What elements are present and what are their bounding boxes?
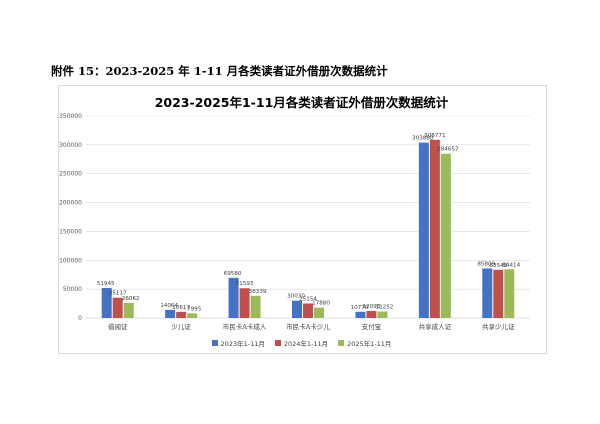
y-tick-label: 250000: [59, 171, 82, 178]
y-tick-label: 50000: [63, 286, 82, 293]
data-label: 25154: [299, 296, 317, 302]
bar: [418, 142, 429, 318]
legend-item: 2023年1-11月: [211, 338, 265, 348]
bar: [493, 269, 504, 318]
chart-title: 2023-2025年1-11月各类读者证外借册次数据统计: [154, 95, 449, 110]
data-label: 17880: [312, 301, 330, 307]
bar: [165, 309, 176, 318]
y-tick-label: 300000: [59, 142, 82, 149]
x-category-label: 市民卡A卡成人: [223, 322, 267, 331]
x-category-label: 支付宝: [362, 322, 382, 331]
bar: [112, 297, 123, 318]
bar: [176, 311, 187, 318]
chart-legend: 2023年1-11月 2024年1-11月 2025年1-11月: [58, 338, 545, 348]
data-label: 84414: [502, 262, 520, 268]
bar: [366, 311, 377, 318]
legend-label: 2023年1-11月: [220, 340, 265, 348]
bar: [292, 300, 302, 318]
data-label: 51593: [236, 281, 254, 287]
data-label: 303880: [412, 136, 434, 142]
bar: [239, 288, 250, 318]
bar: [504, 269, 515, 318]
bar: [440, 153, 451, 318]
bar: [314, 307, 324, 318]
bar: [482, 268, 493, 318]
bar: [355, 311, 366, 318]
data-label: 284657: [437, 147, 459, 153]
data-label: 38339: [249, 289, 267, 295]
bar: [303, 303, 313, 318]
data-label: 308771: [424, 133, 446, 139]
data-label: 83549: [489, 263, 507, 269]
data-label: 51945: [97, 281, 115, 287]
x-category-label: 共享成人证: [419, 322, 452, 331]
y-tick-label: 100000: [59, 257, 82, 264]
bar: [429, 139, 440, 318]
y-tick-label: 0: [78, 315, 82, 322]
legend-swatch: [211, 340, 218, 346]
x-category-label: 市民卡A卡少儿: [286, 322, 330, 331]
x-category-label: 共享少儿证: [482, 322, 515, 331]
data-label: 35117: [109, 291, 127, 297]
data-label: 10617: [172, 305, 190, 311]
data-label: 7995: [187, 306, 202, 312]
data-label: 10770: [351, 305, 369, 311]
bar: [187, 313, 198, 318]
data-label: 26062: [122, 296, 140, 302]
data-label: 14064: [160, 303, 178, 309]
data-label: 69580: [224, 271, 242, 277]
bar: [250, 295, 261, 318]
chart-frame: [58, 85, 547, 354]
data-label: 11252: [376, 305, 394, 311]
data-label: 30030: [287, 294, 305, 300]
y-tick-label: 350000: [59, 113, 82, 120]
data-label: 12093: [363, 304, 381, 310]
legend-swatch: [338, 340, 345, 346]
legend-label: 2025年1-11月: [347, 340, 392, 348]
x-category-label: 少儿证: [171, 323, 191, 331]
figure-caption: 附件 15：2023-2025 年 1-11 月各类读者证外借册次数据统计: [51, 64, 388, 78]
legend-item: 2025年1-11月: [338, 338, 391, 348]
y-tick-label: 150000: [59, 228, 82, 235]
x-category-label: 借阅证: [108, 322, 128, 331]
legend-swatch: [274, 340, 281, 346]
y-tick-label: 200000: [59, 200, 82, 207]
legend-item: 2024年1-11月: [274, 338, 329, 348]
bar: [123, 302, 134, 318]
bar: [101, 288, 112, 318]
bar: [377, 311, 388, 318]
data-label: 85809: [477, 261, 495, 267]
bar: [228, 277, 239, 318]
legend-label: 2024年1-11月: [283, 340, 329, 348]
